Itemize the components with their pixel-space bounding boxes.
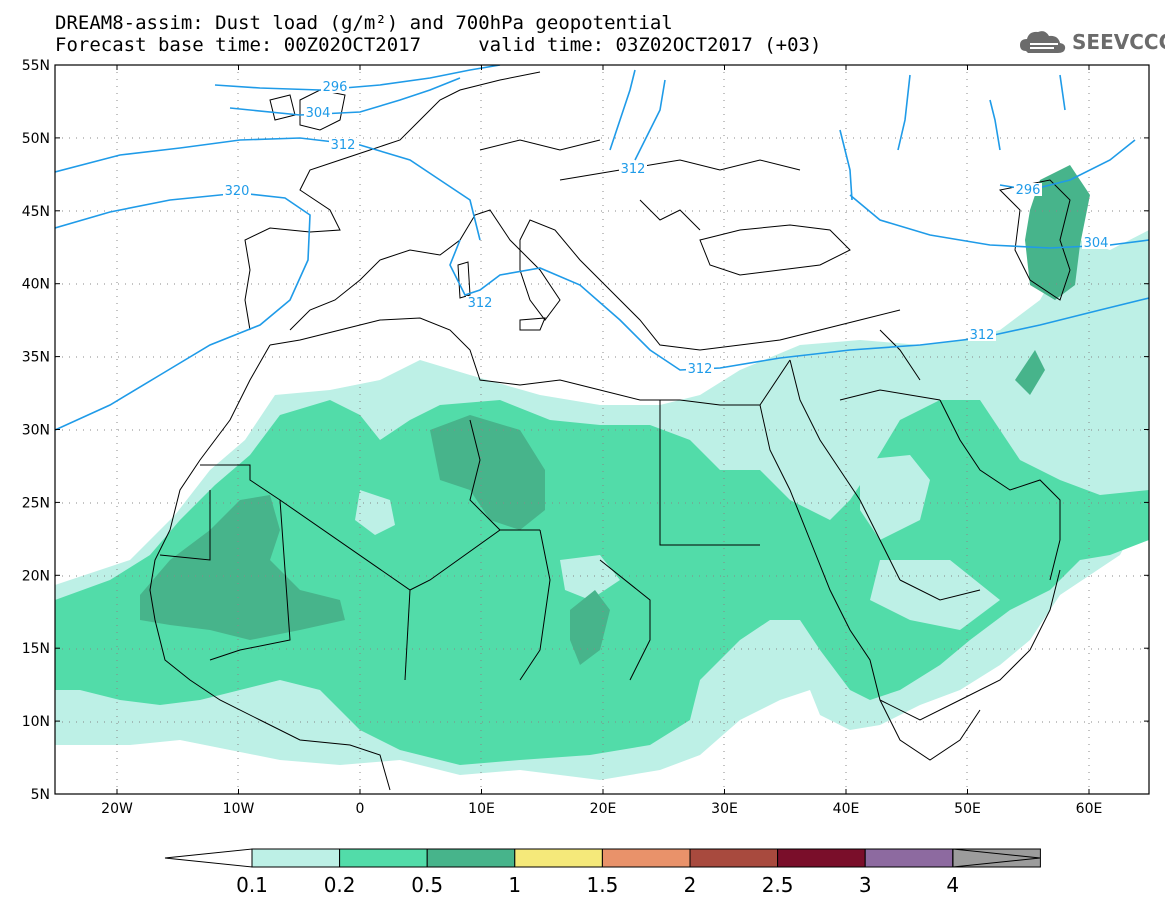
colorbar-label: 3 [859, 873, 872, 897]
lon-label: 0 [356, 801, 365, 817]
lat-label: 10N [22, 714, 50, 730]
lon-label: 10W [223, 801, 255, 817]
colorbar-swatch [426, 848, 516, 868]
coastlines [149, 71, 1071, 791]
colorbar-label: 1.5 [586, 873, 618, 897]
colorbar-label: 0.5 [411, 873, 443, 897]
colorbar-label: 0.2 [324, 873, 356, 897]
lat-label: 50N [22, 131, 50, 147]
colorbar-swatch [514, 848, 603, 868]
contour-label: 312 [621, 162, 646, 177]
contour-label: 312 [688, 362, 713, 377]
colorbar-swatch [689, 848, 779, 868]
contour-labels: 296304312320312312312312296304312 [223, 80, 1110, 377]
seevccc-logo: SEEVCCC [1018, 27, 1165, 57]
colorbar-swatch [864, 848, 954, 868]
contour-label: 296 [323, 80, 348, 95]
forecast-time-line: Forecast base time: 00Z02OCT2017 valid t… [55, 34, 822, 56]
lat-label: 15N [22, 641, 50, 657]
contour-label: 312 [331, 138, 356, 153]
lat-label: 5N [31, 787, 50, 803]
lon-label: 30E [711, 801, 738, 817]
lon-label: 50E [954, 801, 981, 817]
contour-label: 296 [1016, 183, 1041, 198]
lat-label: 55N [22, 58, 50, 74]
colorbar-label: 2 [684, 873, 697, 897]
lon-label: 10E [468, 801, 495, 817]
lat-label: 35N [22, 350, 50, 366]
contour-label: 312 [468, 296, 493, 311]
colorbar-under-arrow [164, 848, 253, 868]
colorbar-label: 1 [508, 873, 521, 897]
lat-label: 45N [22, 204, 50, 220]
colorbar-swatch [601, 848, 691, 868]
lat-label: 40N [22, 277, 50, 293]
colorbar-label: 0.1 [236, 873, 268, 897]
colorbar: 0.1 0.2 0.5 1 1.5 2 2.5 3 4 [164, 848, 1041, 897]
contour-label: 312 [970, 328, 995, 343]
colorbar-swatch [777, 848, 866, 868]
colorbar-swatch [251, 848, 341, 868]
lat-label: 30N [22, 423, 50, 439]
contour-label: 320 [225, 184, 250, 199]
cloud-logo-icon [1020, 31, 1066, 53]
lon-label: 40E [833, 801, 860, 817]
colorbar-over-arrow [952, 848, 1041, 868]
contour-label: 304 [306, 106, 331, 121]
lon-label: 60E [1076, 801, 1103, 817]
colorbar-swatch [339, 848, 428, 868]
lat-label: 25N [22, 495, 50, 511]
contour-312-europe [609, 69, 636, 151]
contour-296 [214, 65, 501, 91]
lon-label: 20W [101, 801, 133, 817]
map-title: DREAM8-assim: Dust load (g/m²) and 700hP… [55, 12, 673, 34]
logo-text: SEEVCCC [1072, 30, 1165, 54]
lon-label: 20E [590, 801, 617, 817]
contour-label: 304 [1084, 236, 1109, 251]
colorbar-label: 4 [946, 873, 959, 897]
lat-label: 20N [22, 568, 50, 584]
contour-304 [229, 77, 461, 116]
dust-region-high [140, 495, 345, 640]
contour-312-north [55, 137, 481, 241]
colorbar-label: 2.5 [762, 873, 794, 897]
contour-320 [55, 192, 311, 431]
